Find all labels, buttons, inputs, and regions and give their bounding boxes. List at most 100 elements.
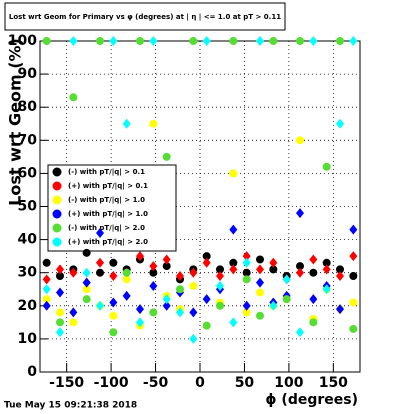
marker: [229, 224, 238, 235]
marker: [242, 275, 251, 284]
x-tick-label: 150: [319, 375, 348, 391]
marker: [242, 308, 251, 317]
marker: [162, 254, 171, 265]
marker: [349, 224, 358, 235]
marker: [202, 321, 211, 330]
marker: [322, 264, 331, 275]
y-tick-label: 40: [18, 232, 38, 248]
marker: [109, 36, 118, 46]
marker: [82, 248, 91, 257]
legend-label: (+) with pT/|q| > 2.0: [68, 238, 148, 247]
marker: [189, 37, 198, 45]
marker: [296, 327, 304, 338]
marker: [229, 169, 238, 178]
legend-box: [47, 164, 177, 252]
marker: [162, 294, 171, 305]
marker: [189, 307, 198, 318]
marker: [109, 258, 118, 267]
y-tick-label: 80: [18, 99, 38, 115]
marker: [296, 262, 304, 271]
marker: [242, 300, 251, 311]
marker: [336, 265, 344, 274]
marker: [349, 251, 358, 262]
marker: [202, 294, 211, 305]
title-box: [4, 2, 286, 31]
marker: [69, 267, 78, 278]
marker: [149, 308, 158, 317]
marker: [242, 251, 251, 262]
y-tick-label: 70: [18, 132, 38, 148]
marker: [202, 36, 211, 46]
marker: [216, 271, 224, 282]
marker: [269, 257, 278, 268]
y-tick-label: 90: [18, 66, 38, 82]
marker: [256, 311, 264, 320]
legend-label: (-) with pT/|q| > 1.0: [68, 196, 145, 205]
marker: [229, 37, 238, 45]
marker: [56, 272, 64, 281]
marker: [149, 36, 158, 46]
y-tick-label: 60: [18, 165, 38, 181]
marker: [309, 268, 318, 277]
legend-marker: [52, 223, 62, 233]
marker: [56, 308, 64, 317]
marker: [96, 227, 104, 238]
marker: [96, 268, 104, 277]
legend: (-) with pT/|q| > 0.1 (+) with pT/|q| > 0…: [47, 164, 177, 252]
marker: [82, 285, 91, 294]
marker: [336, 271, 344, 282]
marker: [42, 37, 51, 45]
y-tick-label: 0: [27, 364, 37, 380]
marker: [296, 208, 304, 219]
marker: [296, 267, 304, 278]
y-tick-label: 100: [8, 33, 37, 49]
marker: [162, 152, 171, 161]
legend-marker: [52, 167, 62, 177]
marker: [109, 311, 118, 320]
marker: [109, 271, 118, 282]
marker: [82, 295, 91, 304]
marker: [216, 265, 224, 274]
marker: [109, 328, 118, 337]
marker: [176, 307, 184, 318]
marker: [256, 264, 264, 275]
marker: [56, 264, 64, 275]
marker: [109, 297, 118, 308]
marker: [349, 298, 358, 307]
marker: [162, 262, 171, 271]
marker: [149, 119, 158, 128]
marker: [269, 265, 278, 274]
marker: [69, 93, 78, 102]
marker: [242, 268, 251, 277]
y-axis-label: Lost wrt Geom (%): [6, 38, 25, 206]
marker: [42, 284, 51, 295]
marker: [309, 254, 318, 265]
marker: [322, 258, 331, 267]
legend-label: (+) with pT/|q| > 0.1: [68, 182, 148, 191]
marker: [162, 300, 171, 311]
marker: [296, 37, 304, 45]
x-tick-label: 100: [274, 375, 303, 391]
chart-title: Lost wrt Geom for Primary vs φ (degrees)…: [9, 13, 281, 22]
marker: [282, 274, 291, 285]
marker: [69, 36, 78, 46]
marker: [336, 37, 344, 45]
marker: [56, 318, 64, 327]
marker: [296, 136, 304, 145]
marker: [256, 255, 264, 264]
marker: [229, 317, 238, 328]
marker: [216, 301, 224, 310]
marker: [136, 251, 144, 262]
x-tick-label: -150: [49, 375, 84, 391]
marker: [309, 318, 318, 327]
marker: [269, 37, 278, 45]
marker: [269, 300, 278, 311]
marker: [136, 317, 144, 328]
x-tick-label: -50: [143, 375, 169, 391]
legend-label: (-) with pT/|q| > 2.0: [68, 224, 145, 233]
marker: [229, 264, 238, 275]
marker: [82, 277, 91, 288]
marker: [256, 36, 264, 46]
marker: [69, 318, 78, 327]
